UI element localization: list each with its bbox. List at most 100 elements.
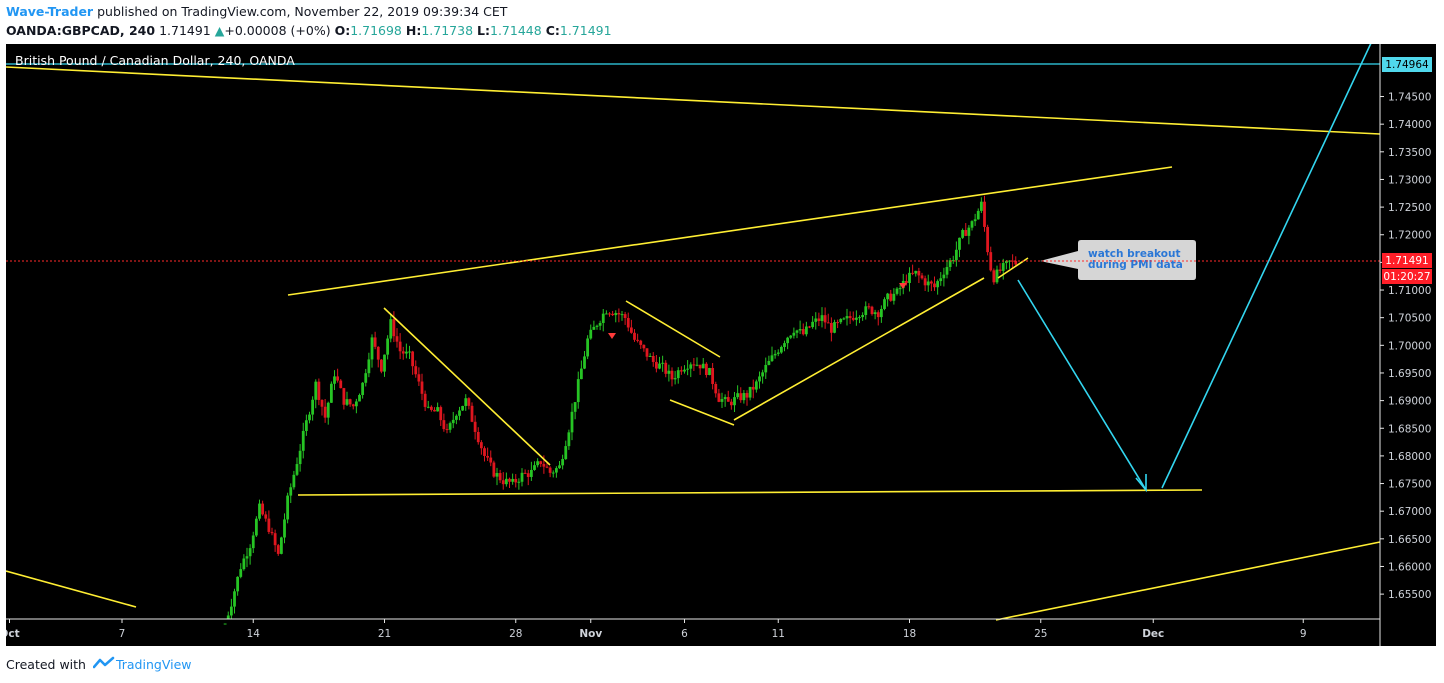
level-tag-label: 1.74964 <box>1385 59 1429 71</box>
time-axis[interactable]: Oct 7 14 21 28 Nov 6 11 18 25 Dec 9 <box>6 619 1307 640</box>
candle-body <box>711 368 715 384</box>
candle-body <box>839 319 843 323</box>
candle-body <box>417 374 421 382</box>
candle-body <box>317 381 321 400</box>
candle-body <box>933 283 936 288</box>
signal-triangle-icon <box>608 333 616 339</box>
candle-body <box>623 314 627 319</box>
candle-body <box>986 226 990 253</box>
candle-body <box>542 463 546 467</box>
candle-body <box>626 318 630 328</box>
candle-body <box>729 401 733 406</box>
price-chart[interactable]: watch breakout during PMI data British P… <box>6 44 1436 646</box>
candle-body <box>564 446 568 460</box>
candle-body <box>289 487 293 496</box>
candle-body <box>883 299 886 309</box>
candle-body <box>458 410 461 416</box>
candle-body <box>992 270 996 283</box>
candle-body <box>242 558 246 570</box>
projection-up-line[interactable] <box>1161 44 1380 489</box>
y-tick-label: 1.67000 <box>1388 506 1431 518</box>
candle-body <box>379 359 383 372</box>
candle-body <box>298 450 302 465</box>
candle-body <box>720 399 724 402</box>
candle-body <box>633 332 636 340</box>
candle-body <box>292 474 296 488</box>
candle-body <box>548 467 552 473</box>
candle-body <box>508 478 511 482</box>
rising-support-trendline[interactable] <box>733 277 985 421</box>
pennant-1-trendline[interactable] <box>383 307 551 466</box>
candle-body <box>998 269 1002 271</box>
candle-body <box>254 518 258 536</box>
candle-body <box>723 397 727 400</box>
candle-body <box>851 317 855 320</box>
candle-body <box>295 464 299 475</box>
candle-body <box>270 531 274 534</box>
low-value: 1.71448 <box>490 23 542 38</box>
candle-body <box>1004 261 1008 264</box>
candle-body <box>408 351 411 353</box>
candle-body <box>923 278 927 286</box>
candle-body <box>476 431 480 443</box>
publish-info: published on TradingView.com, November 2… <box>97 4 508 19</box>
projection-down-line[interactable] <box>1017 279 1147 491</box>
candle-body <box>673 378 677 380</box>
candle-body <box>348 399 352 405</box>
candle-body <box>683 369 686 372</box>
upper-channel-trendline[interactable] <box>287 166 1173 296</box>
candle-body <box>370 337 374 360</box>
lower-ascending-trendline[interactable] <box>995 541 1381 621</box>
long-descending-trendline[interactable] <box>6 66 1381 135</box>
candle-body <box>479 442 483 449</box>
candle-body <box>773 353 777 356</box>
candle-body <box>670 370 674 380</box>
tradingview-link[interactable]: TradingView <box>115 657 192 672</box>
left-descending-trendline[interactable] <box>6 570 137 608</box>
close-value: 1.71491 <box>559 23 612 38</box>
candle-body <box>608 313 611 315</box>
close-label: C: <box>545 23 560 38</box>
callout-line-1: watch breakout <box>1088 248 1180 260</box>
candle-body <box>258 503 261 519</box>
candle-body <box>914 270 918 274</box>
candle-body <box>454 415 458 420</box>
candle-body <box>754 381 758 390</box>
candle-body <box>467 398 471 406</box>
candle-body <box>323 406 327 418</box>
y-tick-label: 1.66500 <box>1388 534 1431 546</box>
candle-body <box>461 405 465 411</box>
candle-body <box>620 314 624 316</box>
candle-body <box>636 339 640 341</box>
price-axis[interactable]: 1.65500 1.66000 1.66500 1.67000 1.67500 1.680… <box>1380 92 1431 602</box>
author-link[interactable]: Wave-Trader <box>6 4 94 19</box>
y-tick-label: 1.74000 <box>1388 119 1431 131</box>
candle-body <box>267 518 271 532</box>
support-line[interactable] <box>297 489 1203 496</box>
candle-body <box>820 315 824 321</box>
candle-body <box>245 556 249 559</box>
candle-body <box>517 481 521 483</box>
candle-body <box>589 329 593 339</box>
candle-body <box>826 322 830 324</box>
high-value: 1.71738 <box>421 23 474 38</box>
candle-body <box>970 221 974 228</box>
last-price-tag <box>1382 253 1432 268</box>
candle-body <box>248 548 252 557</box>
x-tick-label: 21 <box>378 628 391 640</box>
candle-body <box>829 323 833 333</box>
candle-body <box>579 368 583 380</box>
candle-body <box>842 318 846 320</box>
flag-lower-trendline[interactable] <box>669 399 735 426</box>
candle-body <box>1014 260 1018 265</box>
candle-body <box>595 325 599 327</box>
flag-upper-trendline[interactable] <box>625 300 721 358</box>
candle-body <box>279 537 283 554</box>
candle-body <box>836 322 840 324</box>
candle-body <box>739 393 743 401</box>
created-with-label: Created with <box>6 657 86 672</box>
candle-body <box>823 315 827 323</box>
candle-body <box>679 370 683 372</box>
callout-annotation[interactable]: watch breakout during PMI data <box>1040 240 1196 280</box>
candle-body <box>329 383 333 403</box>
